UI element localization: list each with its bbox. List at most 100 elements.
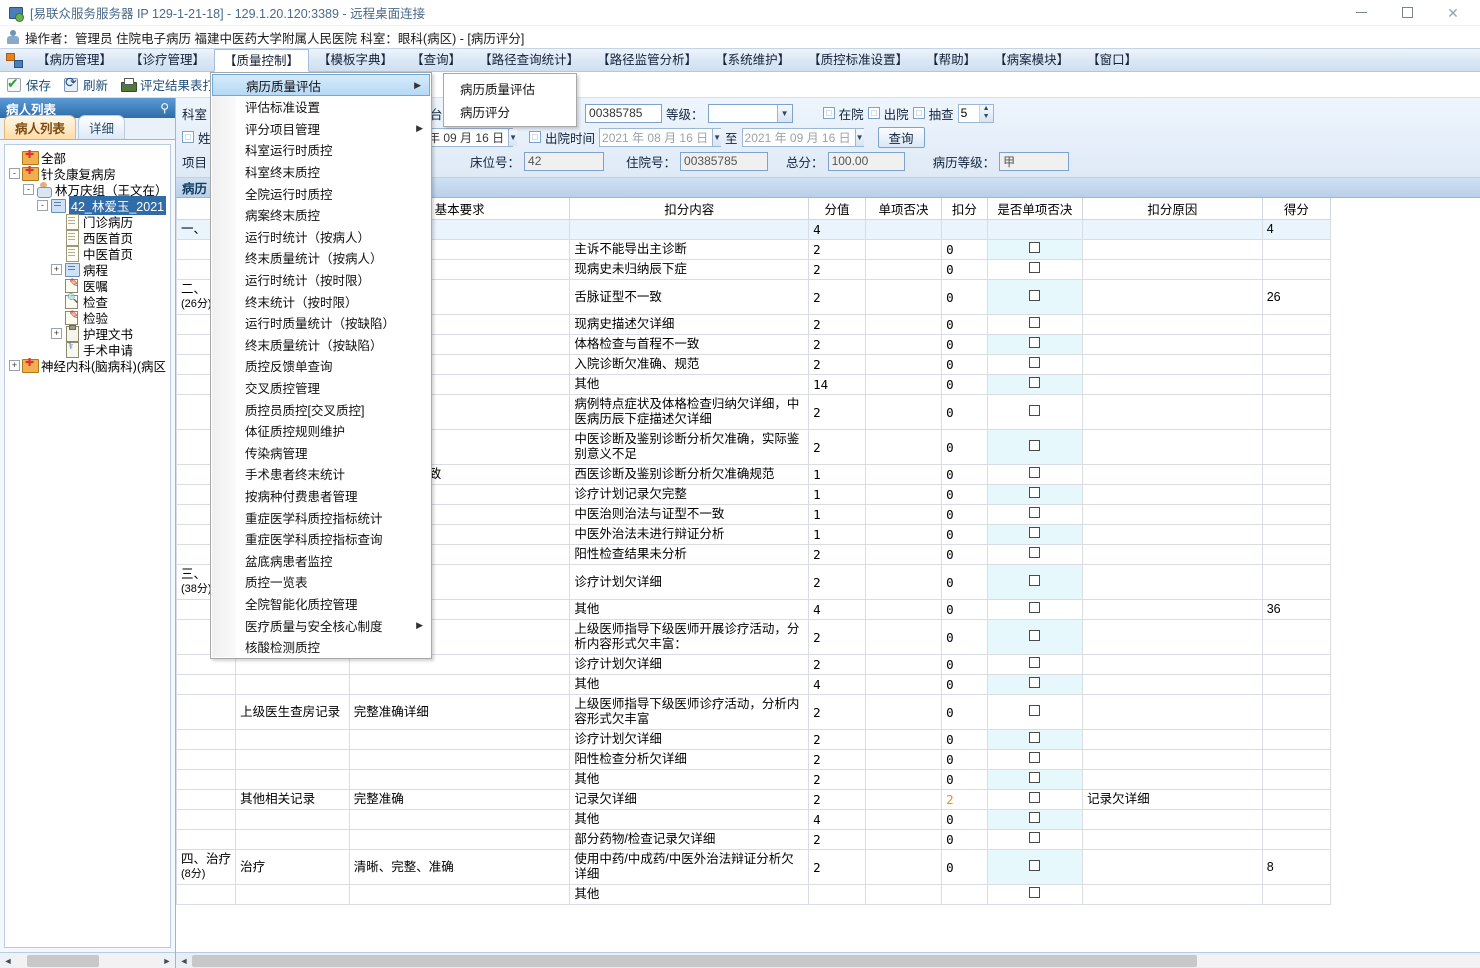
name-checkbox[interactable] bbox=[182, 131, 194, 143]
checkbox[interactable] bbox=[1029, 357, 1041, 368]
cell-veto-checkbox[interactable] bbox=[986, 524, 1084, 545]
menu-option[interactable]: 运行时统计（按病人） bbox=[211, 226, 431, 248]
menu-option[interactable]: 质控一览表 bbox=[211, 571, 431, 593]
spinner-up-icon[interactable]: ▲ bbox=[982, 104, 990, 112]
tree-node[interactable]: - 42_林爱玉_2021 bbox=[5, 195, 170, 215]
cell-veto-checkbox[interactable] bbox=[986, 564, 1084, 600]
cell-deduction-reason[interactable] bbox=[1082, 829, 1263, 850]
menu-option[interactable]: 核酸检测质控 bbox=[211, 636, 431, 658]
menu-option[interactable]: 体征质控规则维护 bbox=[211, 420, 431, 442]
inpatient-no-input-2[interactable] bbox=[680, 151, 769, 171]
cell-deduction[interactable]: 0 bbox=[941, 239, 988, 260]
cell-veto-checkbox[interactable] bbox=[986, 484, 1084, 505]
grade-combo[interactable]: ▼ bbox=[707, 103, 793, 123]
checkbox[interactable] bbox=[1029, 337, 1041, 348]
cell-deduction[interactable] bbox=[941, 884, 988, 905]
quality-control-menu[interactable]: 病历质量评估 ▶ 评估标准设置 评分项目管理 ▶ 科室运行时质控 科室终末质控 全院运行时质控… bbox=[210, 72, 432, 660]
menu-option[interactable]: 质控反馈单查询 bbox=[211, 355, 431, 377]
spinner-arrows[interactable]: ▲ ▼ bbox=[978, 104, 993, 122]
cell-deduction[interactable]: 0 bbox=[941, 749, 988, 770]
submenu-option[interactable]: 病历评分 bbox=[444, 100, 576, 123]
checkbox[interactable] bbox=[1029, 812, 1041, 823]
discharge-time-checkbox[interactable] bbox=[529, 131, 542, 143]
cell-deduction-reason[interactable] bbox=[1082, 524, 1263, 545]
menu-option[interactable]: 传染病管理 bbox=[211, 442, 431, 464]
grid-scroll-track[interactable] bbox=[192, 954, 1480, 967]
expand-icon[interactable]: + bbox=[9, 359, 20, 371]
cell-deduction-reason[interactable] bbox=[1082, 429, 1263, 465]
cell-veto-checkbox[interactable] bbox=[986, 504, 1084, 525]
scroll-track[interactable] bbox=[16, 954, 159, 967]
tree-node[interactable]: 中医首页 bbox=[5, 245, 170, 262]
checkbox[interactable] bbox=[1029, 377, 1041, 388]
table-row[interactable]: 其他 4 0 bbox=[176, 809, 1332, 830]
tree-node[interactable]: - 林万庆组（王文在） bbox=[5, 181, 170, 198]
menu-option[interactable]: 全院智能化质控管理 bbox=[211, 593, 431, 615]
refresh-button[interactable]: 刷新 bbox=[57, 74, 114, 94]
cell-veto-checkbox[interactable] bbox=[986, 394, 1084, 430]
cell-deduction-reason[interactable] bbox=[1082, 749, 1263, 770]
checkbox[interactable] bbox=[1029, 242, 1041, 253]
cell-deduction[interactable]: 0 bbox=[941, 674, 988, 695]
menu-option[interactable]: 运行时质量统计（按缺陷） bbox=[211, 312, 431, 334]
cell-veto-checkbox[interactable] bbox=[986, 674, 1084, 695]
cell-deduction-reason[interactable] bbox=[1082, 394, 1263, 430]
checkbox[interactable] bbox=[1029, 507, 1041, 518]
inpatient-no-input-1[interactable] bbox=[585, 103, 663, 123]
checkbox[interactable] bbox=[1029, 527, 1041, 538]
cell-deduction-reason[interactable] bbox=[1082, 279, 1263, 315]
table-row[interactable]: 其他 bbox=[176, 884, 1332, 905]
menu-item-bingan-mokuai[interactable]: 【病案模块】 bbox=[994, 53, 1070, 67]
cell-deduction-reason[interactable] bbox=[1082, 484, 1263, 505]
print-result-table-button[interactable]: 评定结果表打印 bbox=[114, 75, 234, 94]
checkbox[interactable] bbox=[1029, 574, 1041, 586]
checkbox[interactable] bbox=[1029, 859, 1041, 871]
cell-veto-checkbox[interactable] bbox=[986, 619, 1084, 655]
cell-deduction-reason[interactable] bbox=[1082, 654, 1263, 675]
cell-deduction-reason[interactable] bbox=[1082, 694, 1263, 730]
cell-deduction[interactable]: 0 bbox=[941, 694, 988, 730]
tree-node[interactable]: - 针灸康复病房 bbox=[5, 164, 170, 182]
cell-deduction-reason[interactable] bbox=[1082, 884, 1263, 905]
cell-deduction-reason[interactable] bbox=[1082, 599, 1263, 620]
patient-tree[interactable]: 全部-针灸康复病房-林万庆组（王文在）-42_林爱玉_2021门诊病历西医首页中… bbox=[4, 144, 171, 948]
cell-deduction[interactable]: 0 bbox=[941, 769, 988, 790]
cell-deduction[interactable]: 0 bbox=[941, 524, 988, 545]
cell-deduction[interactable]: 0 bbox=[941, 259, 988, 280]
menu-item-bangzhu[interactable]: 【帮助】 bbox=[926, 53, 977, 67]
cell-deduction[interactable]: 0 bbox=[941, 504, 988, 525]
menu-option[interactable]: 科室终末质控 bbox=[211, 161, 431, 183]
sample-checkbox[interactable] bbox=[912, 107, 925, 119]
menu-option[interactable]: 盆底病患者监控 bbox=[211, 549, 431, 571]
calendar-chevron-icon[interactable]: ▼ bbox=[508, 128, 517, 146]
table-row[interactable]: 阳性检查分析欠详细 2 0 bbox=[176, 749, 1332, 770]
cell-deduction-reason[interactable] bbox=[1082, 674, 1263, 695]
tab-patient-list[interactable]: 病人列表 bbox=[4, 115, 77, 139]
table-row[interactable]: 上级医生查房记录 完整准确详细 上级医师指导下级医师诊疗活动，分析内容形式欠丰富 2 0 bbox=[176, 694, 1332, 730]
cell-deduction-reason[interactable] bbox=[1082, 374, 1263, 395]
submenu-option[interactable]: 病历质量评估 bbox=[444, 77, 576, 100]
scroll-right-icon[interactable]: ► bbox=[162, 955, 172, 966]
checkbox[interactable] bbox=[1029, 792, 1041, 803]
checkbox[interactable] bbox=[1029, 732, 1041, 743]
spinner-down-icon[interactable]: ▼ bbox=[982, 113, 990, 120]
cell-veto-checkbox[interactable] bbox=[986, 279, 1084, 315]
cell-deduction[interactable]: 0 bbox=[941, 809, 988, 830]
cell-deduction[interactable]: 0 bbox=[941, 374, 988, 395]
menu-item-chuangkou[interactable]: 【窗口】 bbox=[1087, 53, 1138, 67]
menu-option[interactable]: 终末质量统计（按缺陷） bbox=[211, 334, 431, 356]
cell-veto-checkbox[interactable] bbox=[986, 219, 1084, 240]
cell-deduction-reason[interactable] bbox=[1082, 239, 1263, 260]
checkbox[interactable] bbox=[1029, 752, 1041, 763]
cell-deduction-reason[interactable] bbox=[1082, 564, 1263, 600]
cell-deduction[interactable]: 0 bbox=[941, 849, 988, 885]
checkbox[interactable] bbox=[1029, 439, 1041, 451]
menu-option[interactable]: 质控员质控[交叉质控] bbox=[211, 398, 431, 420]
menu-option[interactable]: 病案终末质控 bbox=[211, 204, 431, 226]
tree-node[interactable]: 检验 bbox=[5, 308, 170, 326]
minimize-button[interactable] bbox=[1338, 0, 1384, 25]
cell-deduction[interactable]: 0 bbox=[941, 619, 988, 655]
menu-option[interactable]: 科室运行时质控 bbox=[211, 139, 431, 161]
table-row[interactable]: 诊疗计划欠详细 2 0 bbox=[176, 729, 1332, 750]
cell-veto-checkbox[interactable] bbox=[986, 259, 1084, 280]
